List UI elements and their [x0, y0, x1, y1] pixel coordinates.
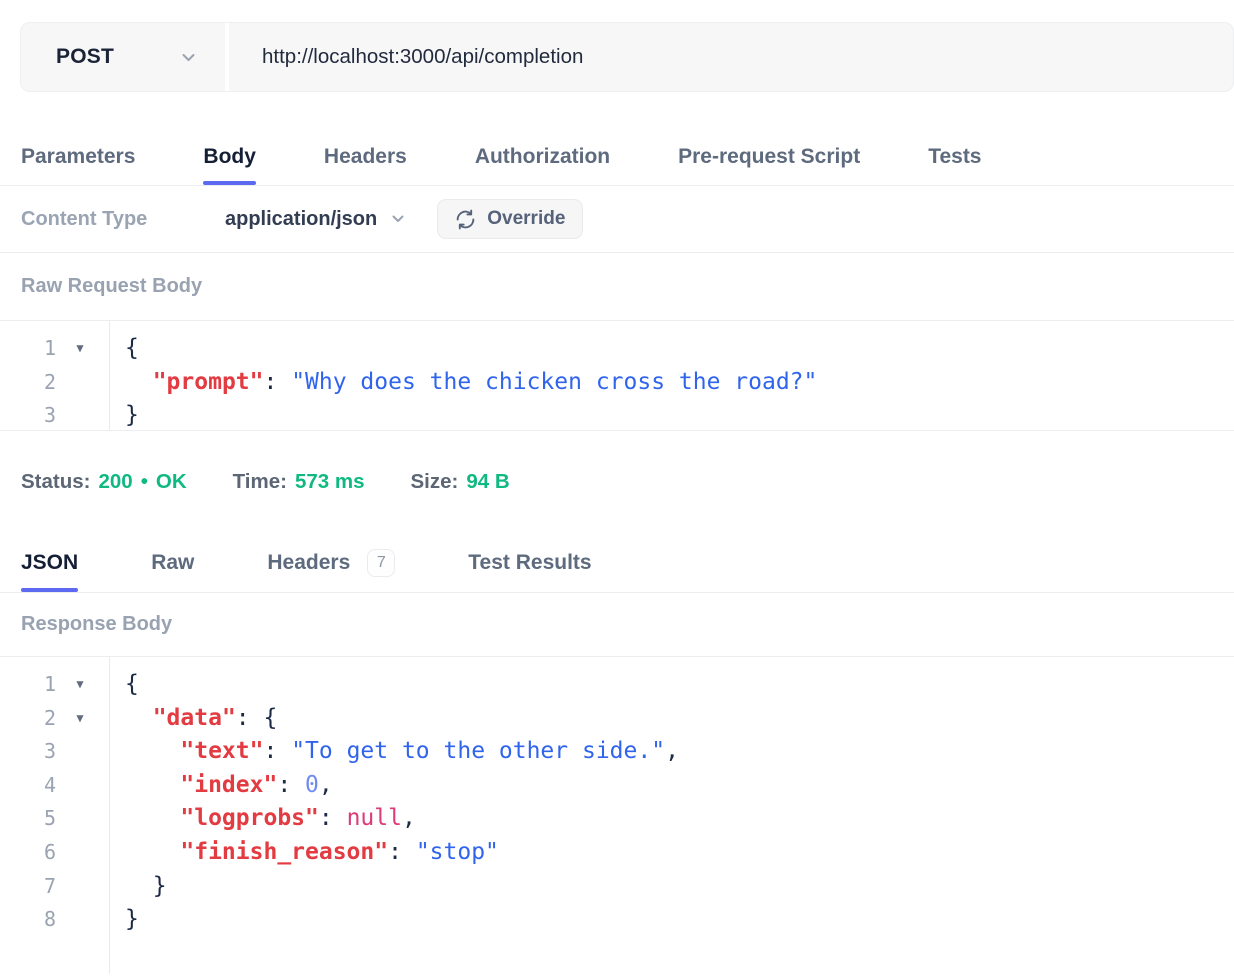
- line-number: 2: [43, 369, 56, 394]
- fold-toggle-icon[interactable]: ▼: [76, 341, 84, 355]
- status-label: Status:: [21, 470, 91, 493]
- tab-tests[interactable]: Tests: [928, 128, 981, 185]
- size-group: Size: 94 B: [410, 470, 509, 494]
- request-body-editor[interactable]: 1 ▼ 2 3{ "prompt": "Why does the chicken cr…: [0, 321, 1234, 431]
- gutter-line: 2 ▼: [0, 702, 109, 736]
- code-line: "finish_reason": "stop": [180, 838, 499, 865]
- line-number: 6: [43, 839, 56, 864]
- status-code: 200: [98, 470, 133, 493]
- response-body-header: Response Body: [0, 593, 1234, 657]
- line-number: 8: [43, 907, 56, 932]
- tab-label: Authorization: [474, 144, 611, 168]
- gutter-line: 7: [0, 870, 109, 904]
- tab-test-results[interactable]: Test Results: [468, 533, 591, 592]
- code-line: "data": {: [152, 704, 278, 731]
- status-bullet: •: [140, 470, 148, 493]
- line-number: 4: [43, 772, 56, 797]
- response-body-label: Response Body: [21, 613, 173, 635]
- time-group: Time: 573 ms: [233, 470, 365, 494]
- raw-request-body-label: Raw Request Body: [21, 275, 203, 297]
- tab-body[interactable]: Body: [203, 128, 256, 185]
- chevron-down-icon: [182, 53, 195, 62]
- tab-label: Parameters: [21, 144, 136, 168]
- line-number: 1: [43, 336, 56, 360]
- override-button[interactable]: Override: [437, 199, 584, 239]
- tab-parameters[interactable]: Parameters: [21, 128, 135, 185]
- content-type-select[interactable]: application/json: [225, 208, 405, 231]
- code-line: "prompt": "Why does the chicken cross th…: [152, 368, 818, 395]
- line-number: 7: [43, 873, 56, 898]
- time-label: Time:: [232, 470, 287, 493]
- tab-json[interactable]: JSON: [21, 533, 79, 592]
- gutter-line: 1 ▼: [0, 668, 109, 702]
- url-input[interactable]: http://localhost:3000/api/completion: [229, 23, 1233, 91]
- gutter-line: 1 ▼: [0, 332, 109, 366]
- code-line: {: [125, 671, 139, 697]
- request-url-bar: POST http://localhost:3000/api/completio…: [20, 22, 1234, 92]
- line-number: 2: [43, 705, 56, 730]
- request-tab-bar: Parameters Body Headers Authorization Pre-re…: [0, 128, 1234, 186]
- tab-headers[interactable]: Headers 7: [267, 533, 396, 592]
- tab-pre-request-script[interactable]: Pre-request Script: [678, 128, 860, 185]
- tab-label: Headers: [323, 144, 407, 168]
- line-number: 3: [43, 739, 56, 764]
- response-status-bar: Status: 200 • OK Time: 573 ms Size: 94 B: [0, 431, 1234, 533]
- gutter-line: 3: [0, 399, 109, 433]
- tab-label: Body: [203, 144, 256, 168]
- gutter-line: 2: [0, 366, 109, 400]
- tab-label: Headers: [267, 550, 351, 574]
- code-line: "index": 0,: [180, 771, 333, 798]
- tab-headers[interactable]: Headers: [324, 128, 407, 185]
- size-label: Size:: [410, 470, 459, 493]
- editor-code-area[interactable]: { "data": { "text": "To get to the other…: [110, 657, 1234, 974]
- tab-label: Test Results: [468, 550, 592, 574]
- status-text: OK: [155, 470, 187, 493]
- tab-label: Raw: [151, 550, 195, 574]
- response-body-editor[interactable]: 1 ▼ 2 ▼ 3 4 5 6 7 8{ "data": { "text": "To get to…: [0, 657, 1234, 974]
- code-line: }: [125, 872, 167, 899]
- tab-label: JSON: [21, 550, 79, 574]
- http-method-label: POST: [56, 45, 114, 68]
- refresh-icon: [455, 209, 476, 230]
- size-value: 94 B: [466, 470, 510, 493]
- content-type-value: application/json: [225, 207, 378, 230]
- time-value: 573 ms: [294, 470, 365, 493]
- raw-request-body-header: Raw Request Body: [0, 253, 1234, 321]
- editor-gutter: 1 ▼ 2 ▼ 3 4 5 6 7 8: [0, 657, 110, 974]
- tab-authorization[interactable]: Authorization: [475, 128, 610, 185]
- url-text: http://localhost:3000/api/completion: [262, 45, 584, 68]
- code-line: "logprobs": null,: [180, 805, 416, 832]
- editor-gutter: 1 ▼ 2 3: [0, 321, 110, 430]
- chevron-down-icon: [392, 215, 405, 224]
- line-number: 1: [43, 672, 56, 696]
- gutter-line: 3: [0, 735, 109, 769]
- override-button-label: Override: [487, 208, 566, 229]
- content-type-label: Content Type: [21, 207, 148, 230]
- code-line: "text": "To get to the other side.",: [180, 738, 679, 765]
- gutter-line: 6: [0, 836, 109, 870]
- tab-label: Tests: [928, 144, 982, 168]
- tab-count-badge: 7: [367, 548, 396, 577]
- line-number: 5: [43, 806, 56, 831]
- tab-label: Pre-request Script: [678, 144, 861, 168]
- fold-toggle-icon[interactable]: ▼: [76, 710, 84, 725]
- response-tab-bar: JSON Raw Headers 7 Test Results: [0, 533, 1234, 593]
- content-type-row: Content Type application/json Override: [0, 186, 1234, 253]
- gutter-line: 5: [0, 802, 109, 836]
- fold-toggle-icon[interactable]: ▼: [76, 677, 84, 691]
- tab-raw[interactable]: Raw: [151, 533, 194, 592]
- code-line: }: [125, 402, 139, 429]
- line-number: 3: [43, 403, 56, 428]
- status-group: Status: 200 • OK: [21, 470, 187, 494]
- gutter-line: 8: [0, 903, 109, 937]
- http-method-select[interactable]: POST: [21, 23, 229, 91]
- gutter-line: 4: [0, 769, 109, 803]
- code-line: }: [125, 906, 139, 933]
- code-line: {: [125, 335, 139, 361]
- editor-code-area[interactable]: { "prompt": "Why does the chicken cross …: [110, 321, 1234, 430]
